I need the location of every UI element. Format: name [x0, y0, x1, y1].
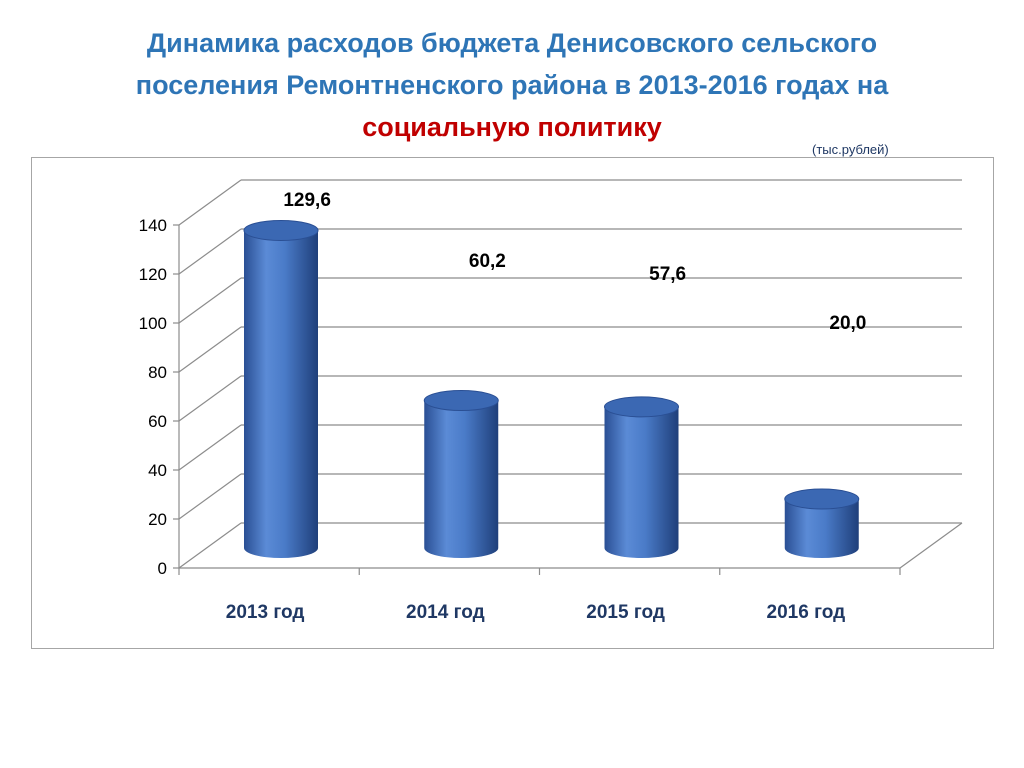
gridline-side [178, 375, 242, 422]
y-tick-label: 60 [148, 412, 167, 431]
category-label-1: 2013 год [226, 602, 305, 623]
bar-3 [604, 396, 679, 558]
gridline-side [178, 473, 242, 520]
title-line-3: социальную политику [362, 112, 662, 142]
bar-body [424, 400, 499, 558]
floor-right-edge [899, 522, 963, 569]
data-label-1: 129,6 [283, 190, 331, 211]
y-tick-label: 140 [139, 216, 167, 235]
bar-2 [423, 390, 499, 558]
bar-body [784, 499, 859, 558]
category-label-4: 2016 год [767, 602, 846, 623]
y-tick-label: 20 [148, 510, 167, 529]
y-axis: 0 20 40 60 80 100 120 140 [139, 216, 901, 578]
bar-body [604, 406, 679, 558]
gridline-side [178, 522, 242, 569]
bar-1 [243, 219, 319, 558]
data-label-3: 57,6 [649, 264, 686, 285]
y-tick-label: 120 [139, 265, 167, 284]
title-line-2: поселения Ремонтненского района в 2013-2… [135, 70, 889, 100]
chart-title: Динамика расходов бюджета Денисовского с… [0, 22, 1024, 148]
chart-frame: 0 20 40 60 80 100 120 140 129,6 60,2 57,6 20,0 201… [31, 157, 994, 649]
category-label-3: 2015 год [586, 602, 665, 623]
bar-top [784, 488, 860, 510]
bar-body [244, 230, 318, 558]
bar-top [243, 219, 319, 241]
bar-top [423, 390, 499, 412]
title-line-1: Динамика расходов бюджета Денисовского с… [146, 28, 878, 58]
y-tick-label: 40 [148, 461, 167, 480]
data-label-4: 20,0 [829, 313, 866, 334]
gridline-side [178, 326, 242, 373]
data-labels: 129,6 60,2 57,6 20,0 [283, 190, 866, 334]
y-tick-label: 0 [158, 559, 167, 578]
gridline-side [178, 277, 242, 324]
bar-top [604, 396, 679, 418]
gridlines [178, 179, 963, 569]
gridline-side [178, 179, 242, 226]
y-tick-label: 80 [148, 363, 167, 382]
bar-4 [784, 488, 860, 558]
x-axis: 2013 год 2014 год 2015 год 2016 год [226, 602, 845, 623]
category-label-2: 2014 год [406, 602, 485, 623]
y-tick-label: 100 [139, 314, 167, 333]
data-label-2: 60,2 [469, 251, 506, 272]
bar-chart: 0 20 40 60 80 100 120 140 129,6 60,2 57,6 20,0 201… [139, 179, 963, 623]
bars [243, 219, 860, 558]
gridline-side [178, 228, 242, 275]
units-note: (тыс.рублей) [812, 142, 889, 157]
gridline-side [178, 424, 242, 471]
